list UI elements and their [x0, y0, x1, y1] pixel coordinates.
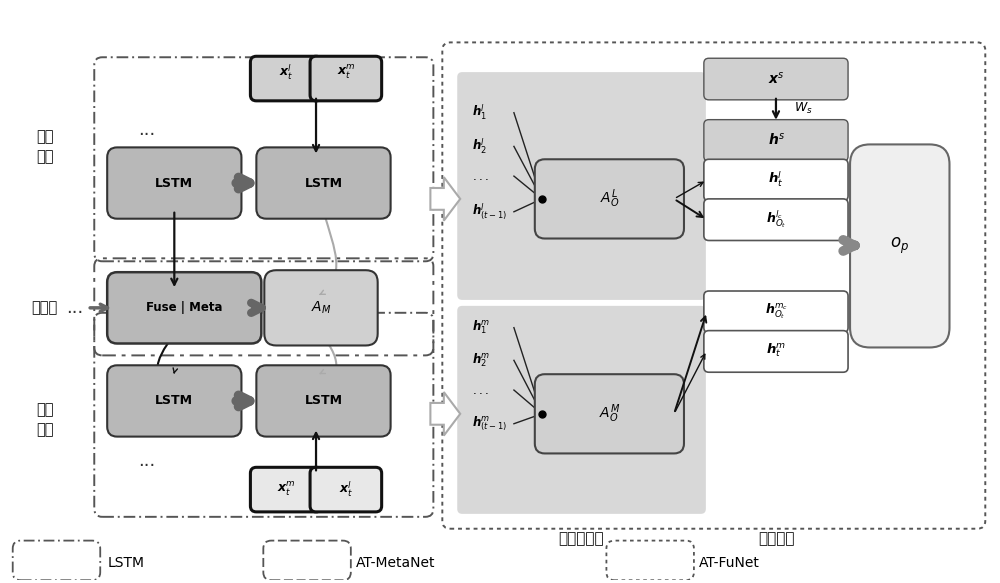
FancyBboxPatch shape [250, 468, 322, 512]
Text: $...$: $...$ [472, 170, 489, 182]
FancyBboxPatch shape [310, 468, 382, 512]
Text: $\boldsymbol{h}_{O_t}^{m_c}$: $\boldsymbol{h}_{O_t}^{m_c}$ [765, 301, 787, 321]
FancyBboxPatch shape [256, 366, 391, 437]
FancyBboxPatch shape [457, 72, 706, 300]
Text: $\boldsymbol{h}^s$: $\boldsymbol{h}^s$ [768, 131, 784, 147]
FancyBboxPatch shape [535, 159, 684, 238]
FancyBboxPatch shape [264, 270, 378, 346]
FancyBboxPatch shape [704, 120, 848, 161]
Text: Fuse | Meta: Fuse | Meta [146, 301, 223, 314]
Text: ...: ... [138, 121, 156, 139]
Text: $\boldsymbol{h}_2^m$: $\boldsymbol{h}_2^m$ [472, 352, 490, 369]
Text: 元知识: 元知识 [31, 300, 58, 315]
FancyBboxPatch shape [256, 147, 391, 219]
Text: $\boldsymbol{W_s}$: $\boldsymbol{W_s}$ [794, 101, 813, 116]
Text: $\boldsymbol{x}_t^l$: $\boldsymbol{x}_t^l$ [339, 479, 353, 499]
FancyBboxPatch shape [704, 199, 848, 241]
Text: LSTM: LSTM [304, 177, 342, 189]
FancyBboxPatch shape [250, 57, 322, 101]
Text: $\boldsymbol{h}_1^m$: $\boldsymbol{h}_1^m$ [472, 319, 490, 336]
FancyBboxPatch shape [704, 159, 848, 201]
Text: $A_O^M$: $A_O^M$ [599, 402, 620, 425]
Text: LSTM: LSTM [107, 556, 144, 570]
Text: $\boldsymbol{o_p}$: $\boldsymbol{o_p}$ [890, 236, 909, 255]
Text: 用药
序列: 用药 序列 [36, 402, 53, 437]
PathPatch shape [430, 392, 460, 436]
Text: LSTM: LSTM [155, 177, 193, 189]
FancyBboxPatch shape [704, 291, 848, 333]
FancyBboxPatch shape [107, 366, 241, 437]
Text: LSTM: LSTM [304, 395, 342, 408]
Text: AT-MetaNet: AT-MetaNet [356, 556, 435, 570]
Text: AT-FuNet: AT-FuNet [699, 556, 760, 570]
FancyBboxPatch shape [704, 331, 848, 372]
Text: LSTM: LSTM [155, 395, 193, 408]
Text: $\boldsymbol{h}_t^l$: $\boldsymbol{h}_t^l$ [768, 170, 784, 189]
Text: ...: ... [66, 299, 83, 317]
FancyBboxPatch shape [704, 58, 848, 100]
Text: $\boldsymbol{h}_{(t-1)}^m$: $\boldsymbol{h}_{(t-1)}^m$ [472, 415, 507, 433]
Text: 检查
序列: 检查 序列 [36, 129, 53, 164]
FancyBboxPatch shape [535, 374, 684, 454]
Text: $A_M$: $A_M$ [311, 300, 331, 316]
Text: 注意力机制: 注意力机制 [559, 531, 604, 546]
Text: $\boldsymbol{h}_{(t-1)}^l$: $\boldsymbol{h}_{(t-1)}^l$ [472, 201, 507, 222]
PathPatch shape [430, 177, 460, 221]
Text: ...: ... [138, 452, 156, 470]
Text: $\boldsymbol{x}^s$: $\boldsymbol{x}^s$ [768, 71, 784, 86]
FancyBboxPatch shape [107, 272, 261, 343]
Text: $\boldsymbol{x}_t^l$: $\boldsymbol{x}_t^l$ [279, 62, 293, 82]
Text: $\boldsymbol{h}_{O_t}^{l_c}$: $\boldsymbol{h}_{O_t}^{l_c}$ [766, 208, 786, 230]
FancyBboxPatch shape [850, 145, 949, 347]
FancyBboxPatch shape [457, 306, 706, 514]
Text: $...$: $...$ [472, 384, 489, 396]
Text: $\boldsymbol{x}_t^m$: $\boldsymbol{x}_t^m$ [337, 64, 355, 81]
Text: 数据融合: 数据融合 [758, 531, 795, 546]
Text: $\boldsymbol{h}_t^m$: $\boldsymbol{h}_t^m$ [766, 342, 786, 359]
Text: $\boldsymbol{x}_t^m$: $\boldsymbol{x}_t^m$ [277, 480, 296, 498]
FancyBboxPatch shape [107, 147, 241, 219]
FancyBboxPatch shape [310, 57, 382, 101]
Text: $\boldsymbol{h}_1^l$: $\boldsymbol{h}_1^l$ [472, 103, 487, 122]
Text: $A_O^L$: $A_O^L$ [600, 188, 619, 210]
Text: $\boldsymbol{h}_2^l$: $\boldsymbol{h}_2^l$ [472, 136, 487, 156]
